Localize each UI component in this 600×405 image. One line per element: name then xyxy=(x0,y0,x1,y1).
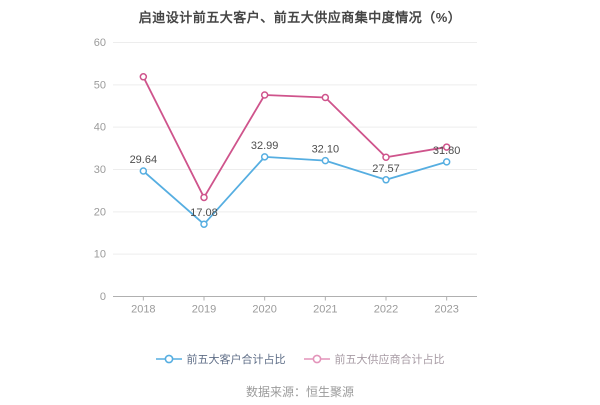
y-axis-tick-label: 0 xyxy=(100,291,106,303)
data-point-label: 32.99 xyxy=(251,140,279,152)
x-axis-tick-label: 2022 xyxy=(374,304,398,316)
data-source-note: 数据来源：恒生聚源 xyxy=(245,385,354,399)
legend-item-suppliers[interactable]: 前五大供应商合计占比 xyxy=(303,351,445,367)
line-chart-plot-area: 0 10 20 30 40 50 60 2018 2019 2020 2021 2022 2023 29.… xyxy=(94,37,477,316)
x-axis-tick-label: 2023 xyxy=(434,304,458,316)
y-axis-tick-label: 40 xyxy=(94,122,106,134)
data-point-label: 17.08 xyxy=(190,207,218,219)
x-axis-tick-label: 2019 xyxy=(192,304,216,316)
data-point[interactable] xyxy=(321,93,330,102)
data-point-label: 31.80 xyxy=(433,145,461,157)
legend-label-suppliers: 前五大供应商合计占比 xyxy=(334,354,445,366)
data-point[interactable] xyxy=(442,158,451,166)
y-axis-tick-label: 50 xyxy=(94,79,106,91)
x-axis-tick-label: 2018 xyxy=(131,304,155,316)
data-point-label: 27.57 xyxy=(372,163,400,175)
y-axis-tick-label: 10 xyxy=(94,249,106,261)
series-line xyxy=(142,155,447,226)
legend-label-customers: 前五大客户合计占比 xyxy=(186,354,286,366)
y-axis-tick-label: 30 xyxy=(94,164,106,176)
data-point-label: 29.64 xyxy=(130,154,158,166)
y-axis-tick-label: 60 xyxy=(94,37,106,49)
data-point[interactable] xyxy=(260,91,269,99)
y-axis-tick-label: 20 xyxy=(94,206,106,218)
series-line xyxy=(142,76,447,199)
data-point[interactable] xyxy=(382,153,390,161)
data-point[interactable] xyxy=(200,220,208,228)
legend-item-customers[interactable]: 前五大客户合计占比 xyxy=(155,351,286,367)
data-point[interactable] xyxy=(321,156,330,165)
data-point-label: 32.10 xyxy=(312,144,340,156)
x-axis-tick-label: 2021 xyxy=(313,304,337,316)
data-point[interactable] xyxy=(442,143,451,151)
data-point[interactable] xyxy=(139,73,148,81)
data-point[interactable] xyxy=(382,176,390,184)
customer-series-marker-icon xyxy=(155,354,182,364)
chart-legend: 前五大客户合计占比 前五大供应商合计占比 xyxy=(0,351,600,367)
x-axis-tick-label: 2020 xyxy=(252,304,276,316)
data-point[interactable] xyxy=(200,193,208,202)
data-point[interactable] xyxy=(139,167,148,175)
chart-title: 启迪设计前五大客户、前五大供应商集中度情况（%） xyxy=(138,10,462,25)
data-point[interactable] xyxy=(260,153,269,161)
supplier-series-marker-icon xyxy=(303,354,330,364)
